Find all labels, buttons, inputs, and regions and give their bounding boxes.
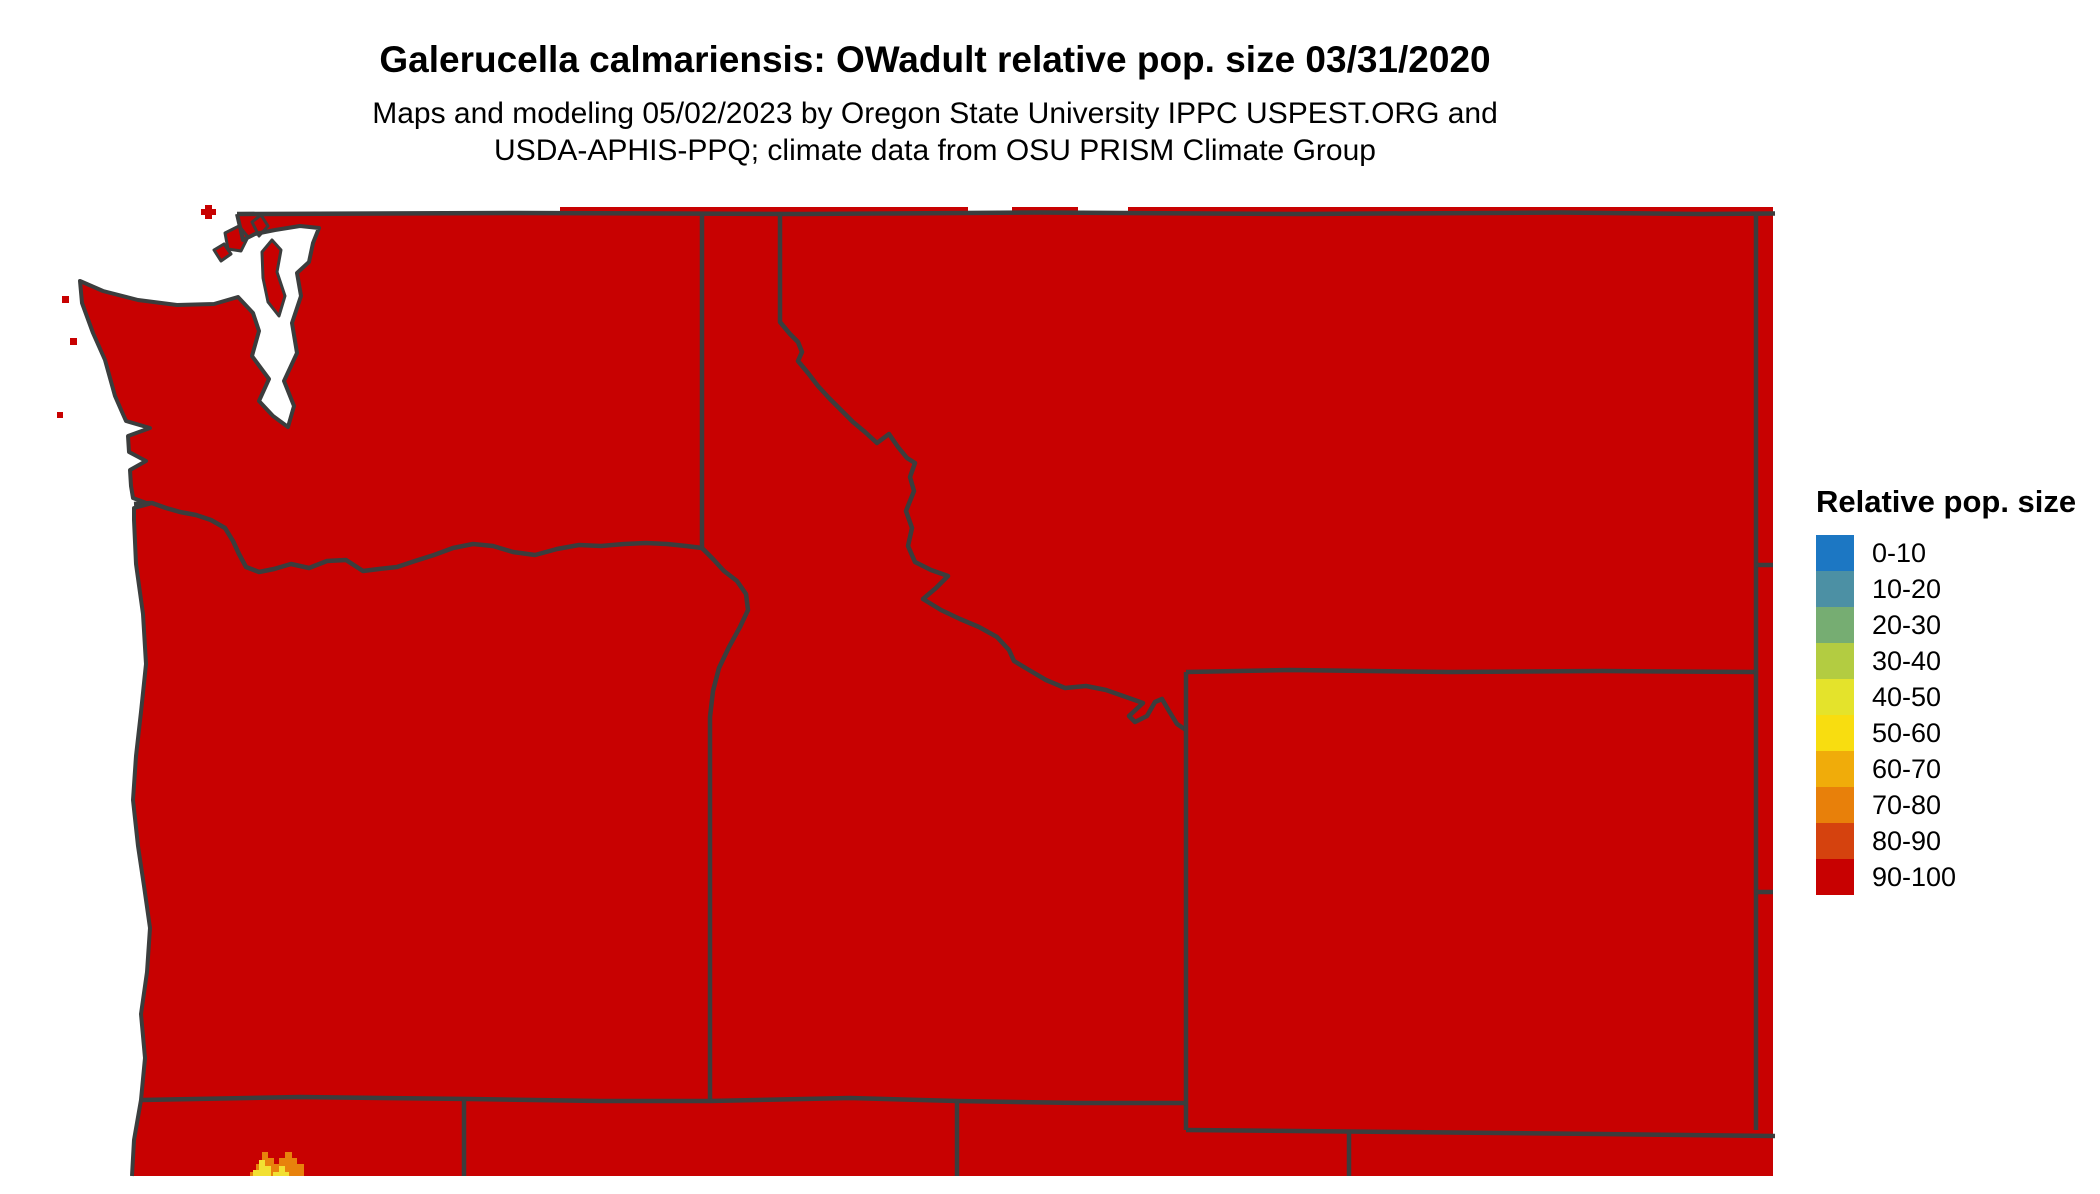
border-lake-gaps: [968, 200, 1128, 212]
legend: Relative pop. size 0-10 10-20 20-30 30-40 40…: [1814, 484, 2076, 895]
legend-label: 10-20: [1872, 573, 1942, 604]
legend-title: Relative pop. size: [1816, 484, 2077, 519]
hotspot-yellow-area: [253, 1160, 289, 1176]
legend-row: 10-20: [1814, 571, 2076, 607]
land-polygon: [80, 207, 1773, 1176]
header: Galerucella calmariensis: OWadult relati…: [0, 38, 1870, 82]
subtitle-line-2: USDA-APHIS-PPQ; climate data from OSU PR…: [494, 134, 1376, 167]
coast-speckle: [57, 412, 63, 418]
legend-swatch: [1816, 535, 1854, 571]
legend-swatch: [1816, 751, 1854, 787]
border-mt-wy-north: [1185, 667, 1757, 675]
point-roberts-pixel: [201, 209, 216, 215]
legend-swatch: [1816, 787, 1854, 823]
border-wa-or-columbia-river: [133, 500, 703, 575]
legend-swatch: [1816, 571, 1854, 607]
map-subtitle: Maps and modeling 05/02/2023 by Oregon S…: [0, 95, 1870, 169]
legend-label: 90-100: [1872, 861, 1957, 892]
border-wy-south: [1185, 1127, 1776, 1139]
legend-label: 40-50: [1872, 681, 1942, 712]
border-id-mt: [777, 214, 1188, 732]
pacific-coastline: [78, 213, 321, 1177]
legend-row: 40-50: [1814, 679, 2076, 715]
legend-swatch: [1816, 643, 1854, 679]
legend-swatch: [1816, 607, 1854, 643]
orcas-island: [250, 213, 270, 238]
whidbey-island: [260, 238, 287, 318]
legend-row: 70-80: [1814, 787, 2076, 823]
legend-label: 50-60: [1872, 717, 1942, 748]
coast-speckle: [70, 338, 77, 345]
legend-row: 80-90: [1814, 823, 2076, 859]
legend-row: 0-10: [1814, 535, 2076, 571]
legend-label: 0-10: [1872, 537, 1927, 568]
border-canada: [236, 210, 1776, 217]
legend-row: 30-40: [1814, 643, 2076, 679]
coast-speckle: [62, 296, 69, 303]
legend-swatch: [1816, 715, 1854, 751]
subtitle-line-1: Maps and modeling 05/02/2023 by Oregon S…: [372, 97, 1498, 130]
border-or-id-snake-river: [700, 546, 751, 1101]
legend-label: 60-70: [1872, 753, 1942, 784]
legend-items: 0-10 10-20 20-30 30-40 40-50 50-60 60-70 70-80 8…: [1814, 535, 2076, 895]
legend-label: 20-30: [1872, 609, 1942, 640]
legend-row: 90-100: [1814, 859, 2076, 895]
border-or-south: [140, 1094, 710, 1104]
legend-label: 80-90: [1872, 825, 1942, 856]
legend-row: 20-30: [1814, 607, 2076, 643]
land-group: [57, 205, 1773, 1176]
coastline: [78, 213, 321, 1177]
legend-label: 70-80: [1872, 789, 1942, 820]
state-borders: [133, 210, 1776, 1176]
legend-label: 30-40: [1872, 645, 1942, 676]
legend-row: 60-70: [1814, 751, 2076, 787]
legend-row: 50-60: [1814, 715, 2076, 751]
legend-swatch: [1816, 679, 1854, 715]
hotspot-low-pop: [250, 1152, 304, 1176]
page-title: Galerucella calmariensis: OWadult relati…: [379, 39, 1491, 80]
lopez-island: [212, 242, 233, 263]
legend-swatch: [1816, 823, 1854, 859]
legend-swatch: [1816, 859, 1854, 895]
